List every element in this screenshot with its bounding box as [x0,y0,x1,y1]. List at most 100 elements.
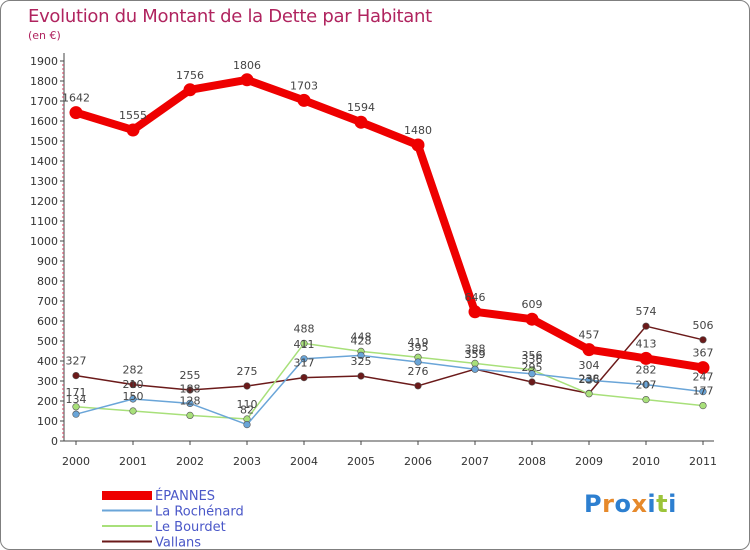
data-label: 356 [522,349,543,362]
data-label: 327 [66,355,87,368]
logo-letter: i [668,490,677,518]
data-point [699,336,707,344]
logo-letter: x [631,490,648,518]
data-label: 448 [351,330,372,343]
x-tick-label: 2007 [461,455,489,468]
data-point [300,339,308,348]
logo-letter: r [602,490,615,518]
data-point [471,365,479,373]
data-label: 359 [465,348,486,361]
data-point [297,93,311,107]
data-label: 574 [636,305,657,318]
data-point [642,396,650,404]
chart-unit: (en €) [28,29,61,42]
data-label: 317 [294,357,315,370]
legend-label: ÉPANNES [155,488,215,504]
logo-letter: i [647,490,657,518]
data-label: 188 [180,382,201,395]
data-label: 276 [408,365,429,378]
y-tick-label: 900 [37,255,58,268]
data-point [642,381,650,389]
data-label: 210 [123,378,144,391]
data-label: 128 [180,394,201,407]
x-tick-label: 2009 [575,455,603,468]
data-point [240,73,254,87]
x-tick-label: 2004 [290,455,318,468]
data-point [129,407,137,415]
proxiti-logo: Proxiti [584,490,677,518]
data-point [414,358,422,366]
data-point [642,322,650,330]
data-point [183,83,197,97]
series-line-3 [75,325,704,395]
data-label: 395 [408,341,429,354]
data-label: 1480 [404,124,432,137]
data-label: 457 [579,329,600,342]
data-label: 506 [693,319,714,332]
data-label: 413 [636,337,657,350]
y-tick-label: 1400 [30,155,58,168]
data-label: 82 [240,404,254,417]
data-label: 609 [522,298,543,311]
y-tick-label: 1000 [30,235,58,248]
y-tick-label: 1600 [30,115,58,128]
x-tick-label: 2008 [518,455,546,468]
data-point [72,403,80,411]
y-tick-label: 1900 [30,55,58,68]
y-tick-label: 1700 [30,95,58,108]
logo-letter: P [584,490,603,518]
data-label: 171 [66,386,87,399]
data-point [525,312,539,326]
legend-swatch [102,491,152,500]
y-tick-label: 400 [37,355,58,368]
series-line-1 [75,354,704,426]
series-line-2 [75,342,704,420]
data-label: 325 [351,355,372,368]
data-label: 359 [465,348,486,361]
data-point [357,372,365,380]
y-tick-label: 300 [37,375,58,388]
data-label: 295 [522,361,543,374]
data-point [528,378,536,386]
data-label: 150 [123,390,144,403]
data-label: 1806 [233,59,261,72]
data-point [699,388,707,396]
data-point [528,370,536,378]
data-label: 1703 [290,79,318,92]
y-tick-label: 1100 [30,215,58,228]
y-tick-label: 600 [37,315,58,328]
data-label: 1594 [347,101,375,114]
data-point [72,410,80,418]
data-label: 336 [522,353,543,366]
data-label: 411 [294,338,315,351]
data-label: 255 [180,369,201,382]
data-point [414,382,422,390]
data-point [582,343,596,357]
data-label: 282 [123,364,144,377]
data-label: 177 [693,385,714,398]
data-point [354,115,368,129]
data-label: 207 [636,379,657,392]
legend-label: La Rochénard [155,505,244,520]
data-point [300,355,308,363]
data-point [129,381,137,389]
data-label: 367 [693,347,714,360]
data-label: 1756 [176,69,204,82]
x-tick-label: 2002 [176,455,204,468]
data-point [126,123,140,137]
data-label: 488 [294,322,315,335]
data-label: 1555 [119,109,147,122]
data-point [186,386,194,394]
y-tick-label: 100 [37,415,58,428]
data-point [585,390,593,398]
data-point [639,351,653,365]
x-tick-label: 2011 [689,455,717,468]
x-tick-label: 2003 [233,455,261,468]
y-tick-label: 1300 [30,175,58,188]
x-tick-label: 2010 [632,455,660,468]
x-tick-label: 2006 [404,455,432,468]
data-label: 134 [66,393,87,406]
y-tick-label: 800 [37,275,58,288]
